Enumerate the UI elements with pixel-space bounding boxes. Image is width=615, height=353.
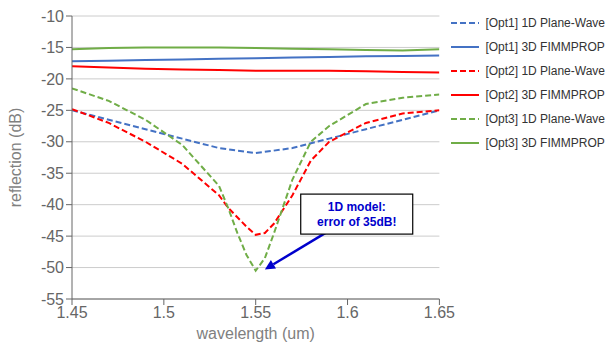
svg-text:-45: -45 bbox=[41, 228, 64, 245]
svg-text:-50: -50 bbox=[41, 259, 64, 276]
html-text:[Opt3] 1D Plane-Wave: [Opt3] 1D Plane-Wave bbox=[485, 112, 605, 126]
svg-text:-55: -55 bbox=[41, 291, 64, 308]
svg-text:-40: -40 bbox=[41, 196, 64, 213]
svg-text:-15: -15 bbox=[41, 39, 64, 56]
svg-text:-25: -25 bbox=[41, 102, 64, 119]
svg-text:1D model:error of 35dB!: 1D model:error of 35dB! bbox=[317, 200, 396, 229]
svg-text:-20: -20 bbox=[41, 71, 64, 88]
svg-text:-30: -30 bbox=[41, 133, 64, 150]
html-text:[Opt1] 1D Plane-Wave: [Opt1] 1D Plane-Wave bbox=[485, 16, 605, 30]
svg-text:-35: -35 bbox=[41, 165, 64, 182]
svg-text:1.65: 1.65 bbox=[424, 304, 455, 321]
svg-text:1.55: 1.55 bbox=[240, 304, 271, 321]
html-text:[Opt2] 3D FIMMPROP: [Opt2] 3D FIMMPROP bbox=[485, 88, 605, 102]
svg-text:1.5: 1.5 bbox=[153, 304, 175, 321]
html-text:[Opt2] 1D Plane-Wave: [Opt2] 1D Plane-Wave bbox=[485, 64, 605, 78]
svg-text:wavelength (um): wavelength (um) bbox=[196, 325, 315, 342]
svg-text:1.6: 1.6 bbox=[336, 304, 358, 321]
svg-text:1.45: 1.45 bbox=[56, 304, 88, 322]
svg-text:-10: -10 bbox=[41, 8, 64, 25]
svg-text:reflection (dB): reflection (dB) bbox=[8, 108, 24, 208]
html-text:[Opt3] 3D FIMMPROP: [Opt3] 3D FIMMPROP bbox=[485, 136, 605, 150]
html-text:[Opt1] 3D FIMMPROP: [Opt1] 3D FIMMPROP bbox=[485, 40, 605, 54]
